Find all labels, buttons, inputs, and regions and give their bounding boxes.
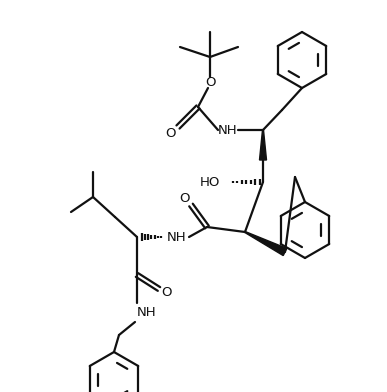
Polygon shape xyxy=(260,130,267,160)
Text: NH: NH xyxy=(167,230,187,243)
Text: NH: NH xyxy=(137,307,157,319)
Text: NH: NH xyxy=(218,123,238,136)
Text: O: O xyxy=(162,287,172,299)
Text: HO: HO xyxy=(200,176,220,189)
Text: O: O xyxy=(166,127,176,140)
Text: O: O xyxy=(179,192,189,205)
Text: O: O xyxy=(205,76,215,89)
Polygon shape xyxy=(245,232,287,256)
